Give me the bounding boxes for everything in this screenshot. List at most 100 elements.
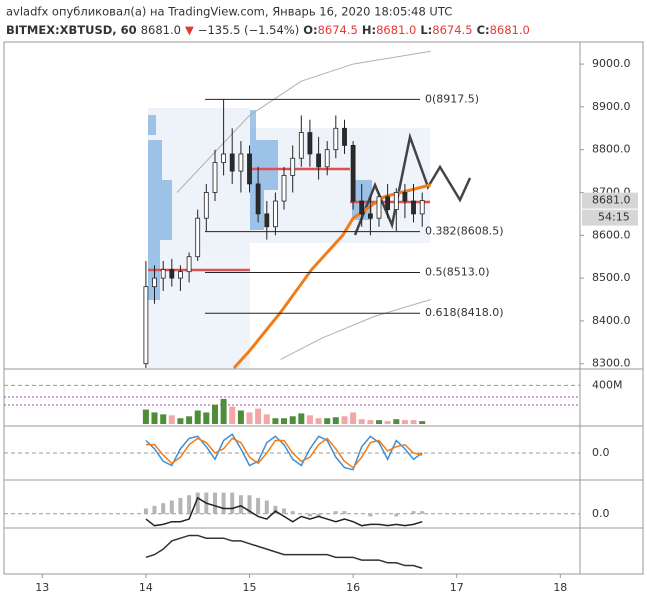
y-tick-label: 8800.0: [592, 143, 631, 156]
histogram-bar: [187, 495, 192, 514]
candle-body: [281, 174, 287, 202]
candle-body: [393, 192, 399, 211]
volume-bar: [410, 420, 417, 424]
candle-body: [376, 196, 382, 219]
volume-bar: [229, 406, 236, 424]
volume-bar: [272, 418, 279, 424]
o-label: O:: [303, 23, 317, 37]
volume-bar: [367, 420, 374, 424]
candle-body: [186, 256, 192, 273]
band-line: [280, 299, 431, 360]
histogram-bar: [273, 505, 278, 514]
open-value: 8674.5: [318, 23, 358, 37]
fib-label: 0.618(8418.0): [425, 306, 504, 319]
change: −135.5 (−1.54%): [198, 23, 299, 37]
close-value: 8681.0: [490, 23, 530, 37]
histogram-bar: [195, 492, 200, 514]
histogram-bar: [368, 513, 373, 517]
y-tick-label: 9000.0: [592, 57, 631, 70]
indicator-line: [145, 437, 423, 469]
indicator-line: [145, 496, 423, 527]
histogram-bar: [213, 492, 218, 514]
volume-bar: [376, 420, 383, 424]
volume-bar: [315, 418, 322, 424]
countdown: 54:15: [598, 211, 630, 224]
c-label: C:: [477, 23, 490, 37]
candle-body: [333, 127, 339, 151]
candle-body: [368, 213, 373, 219]
volume-bar: [289, 416, 296, 424]
fib-label: 0(8917.5): [425, 92, 479, 105]
y-tick-label: 400M: [592, 378, 623, 391]
x-tick-label: 17: [450, 581, 464, 594]
candle-body: [152, 277, 157, 288]
x-tick-label: 18: [553, 581, 567, 594]
l-label: L:: [420, 23, 432, 37]
histogram-bar: [161, 503, 166, 514]
x-tick-label: 13: [35, 581, 49, 594]
candle-body: [324, 149, 330, 168]
histogram-bar: [264, 500, 269, 514]
volume-bar: [263, 414, 270, 424]
volume-bar: [324, 418, 331, 424]
volume-bar: [401, 420, 408, 424]
author-line: avladfx опубликовал(а) на TradingView.co…: [6, 5, 452, 19]
y-tick-label: 8500.0: [592, 271, 631, 284]
volume-bar: [151, 412, 158, 424]
histogram-bar: [178, 497, 183, 514]
volume-bar: [255, 408, 262, 424]
x-tick-label: 14: [139, 581, 153, 594]
price-tag-bg: [582, 192, 638, 209]
histogram-bar: [247, 495, 252, 514]
frame: [3, 41, 644, 575]
candle-body: [238, 153, 244, 172]
indicator-line: [145, 534, 423, 569]
volume-bar: [194, 410, 201, 424]
volume-bar: [306, 415, 313, 424]
histogram-bar: [420, 511, 425, 514]
y-tick-label: 0.0: [592, 507, 610, 520]
histogram-bar: [256, 497, 261, 514]
volume-bar: [220, 398, 227, 424]
candle-body: [203, 192, 209, 219]
forecast-drawing: [353, 132, 472, 236]
candle-body: [160, 269, 166, 279]
histogram-bar: [143, 508, 148, 514]
volume-bar: [142, 409, 149, 424]
band-line: [176, 50, 431, 193]
histogram-bar: [394, 513, 399, 517]
candle-body: [178, 271, 183, 279]
h-label: H:: [362, 23, 376, 37]
countdown-bg: [582, 209, 638, 226]
candle-body: [298, 132, 304, 159]
histogram-bar: [411, 511, 416, 514]
low-value: 8674.5: [432, 23, 472, 37]
histogram-bar: [290, 511, 295, 514]
x-tick-label: 15: [243, 581, 257, 594]
candle-body: [411, 200, 416, 215]
histogram-bar: [230, 492, 235, 514]
y-tick-label: 8900.0: [592, 100, 631, 113]
candle-body: [350, 145, 356, 202]
candle-body: [143, 286, 149, 365]
histogram-bar: [316, 513, 321, 517]
volume-bar: [212, 404, 219, 424]
histogram-bar: [152, 505, 157, 514]
candle-body: [229, 153, 235, 172]
price-tag: 8681.0: [592, 194, 631, 207]
fib-label: 0.382(8608.5): [425, 225, 504, 238]
volume-bar: [332, 417, 339, 424]
histogram-bar: [221, 492, 226, 514]
volume-bar: [160, 414, 167, 424]
volume-bar: [186, 416, 193, 424]
candle-body: [342, 127, 347, 146]
volume-bar: [177, 418, 184, 424]
volume-bar: [298, 413, 305, 424]
x-tick-label: 16: [346, 581, 360, 594]
high-value: 8681.0: [376, 23, 416, 37]
candle-body: [316, 153, 322, 168]
volume-bar: [341, 416, 348, 424]
y-tick-label: 8400.0: [592, 314, 631, 327]
